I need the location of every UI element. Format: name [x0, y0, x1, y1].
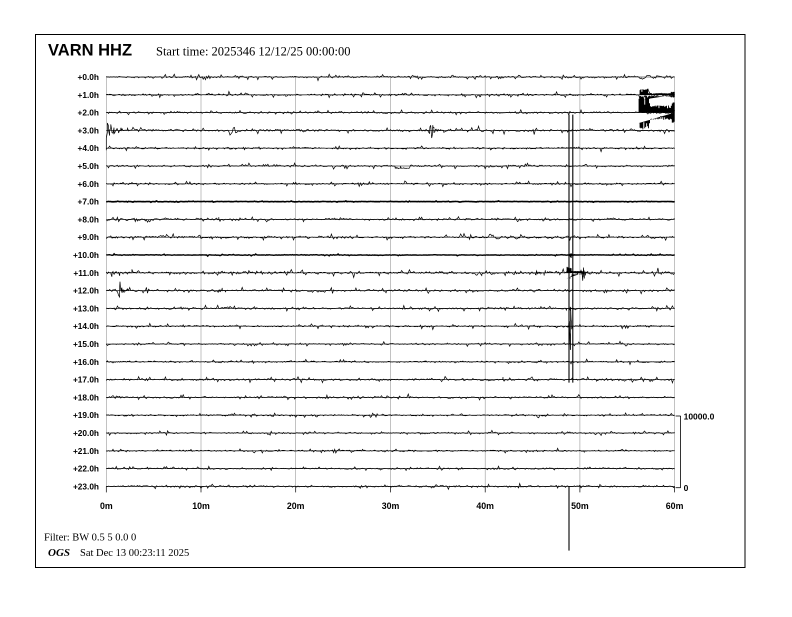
svg-text:+14.0h: +14.0h — [73, 321, 99, 331]
svg-text:+21.0h: +21.0h — [73, 446, 99, 456]
svg-text:+20.0h: +20.0h — [73, 428, 99, 438]
svg-text:+9.0h: +9.0h — [78, 232, 99, 242]
svg-text:+3.0h: +3.0h — [78, 125, 99, 135]
svg-text:OGS: OGS — [48, 547, 70, 559]
svg-text:VARN HHZ: VARN HHZ — [48, 42, 132, 60]
svg-text:+18.0h: +18.0h — [73, 392, 99, 402]
svg-text:+12.0h: +12.0h — [73, 286, 99, 296]
svg-text:+15.0h: +15.0h — [73, 339, 99, 349]
svg-text:Sat Dec 13 00:23:11 2025: Sat Dec 13 00:23:11 2025 — [80, 548, 189, 559]
svg-text:10m: 10m — [192, 501, 210, 511]
svg-text:+19.0h: +19.0h — [73, 410, 99, 420]
svg-text:+17.0h: +17.0h — [73, 375, 99, 385]
svg-text:0m: 0m — [100, 501, 113, 511]
svg-text:+1.0h: +1.0h — [78, 90, 99, 100]
svg-text:0: 0 — [684, 483, 689, 493]
svg-text:Start time: 2025346 12/12/25 0: Start time: 2025346 12/12/25 00:00:00 — [156, 45, 350, 59]
svg-text:Filter: BW 0.5 5 0.0 0: Filter: BW 0.5 5 0.0 0 — [44, 533, 136, 544]
svg-text:+5.0h: +5.0h — [78, 161, 99, 171]
svg-text:+6.0h: +6.0h — [78, 179, 99, 189]
svg-text:30m: 30m — [382, 501, 400, 511]
svg-text:+0.0h: +0.0h — [78, 72, 99, 82]
svg-text:20m: 20m — [287, 501, 305, 511]
svg-text:50m: 50m — [571, 501, 589, 511]
svg-text:+13.0h: +13.0h — [73, 303, 99, 313]
svg-text:+16.0h: +16.0h — [73, 357, 99, 367]
svg-text:+10.0h: +10.0h — [73, 250, 99, 260]
svg-text:+7.0h: +7.0h — [78, 197, 99, 207]
svg-text:10000.0: 10000.0 — [684, 412, 715, 422]
svg-text:+4.0h: +4.0h — [78, 143, 99, 153]
svg-text:+23.0h: +23.0h — [73, 481, 99, 491]
svg-text:60m: 60m — [666, 501, 684, 511]
svg-text:+2.0h: +2.0h — [78, 108, 99, 118]
svg-text:+22.0h: +22.0h — [73, 464, 99, 474]
svg-text:+8.0h: +8.0h — [78, 214, 99, 224]
svg-text:+11.0h: +11.0h — [73, 268, 99, 278]
svg-text:40m: 40m — [476, 501, 494, 511]
